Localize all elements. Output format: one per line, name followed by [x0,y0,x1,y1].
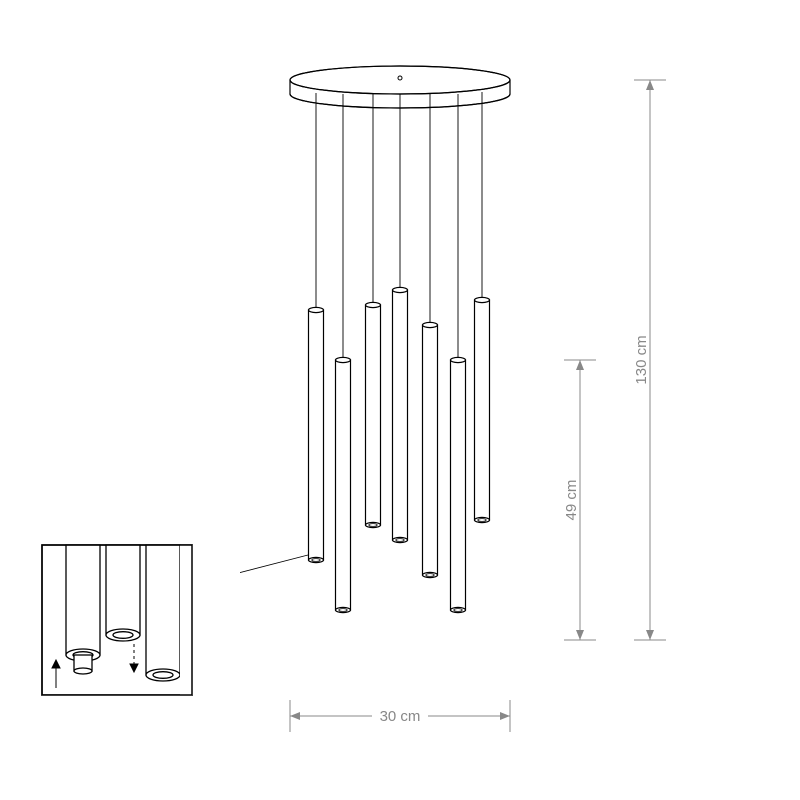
pendant-4 [393,94,408,543]
dimension-total-height: 130 cm [633,80,666,640]
pendant-7 [475,92,490,523]
pendant-2 [336,94,351,613]
technical-diagram: 30 cm 49 cm 130 cm [0,0,800,800]
dimension-tube-height-label: 49 cm [563,480,580,521]
pendant-1 [309,93,324,563]
pendant-3 [366,94,381,528]
pendants [309,92,490,613]
pendant-5 [423,94,438,578]
dimension-total-height-label: 130 cm [633,335,650,384]
dimension-width-label: 30 cm [380,708,421,725]
dimension-width: 30 cm [290,700,510,732]
pendant-6 [451,94,466,613]
dimension-tube-height: 49 cm [563,360,596,640]
detail-inset [42,545,308,745]
